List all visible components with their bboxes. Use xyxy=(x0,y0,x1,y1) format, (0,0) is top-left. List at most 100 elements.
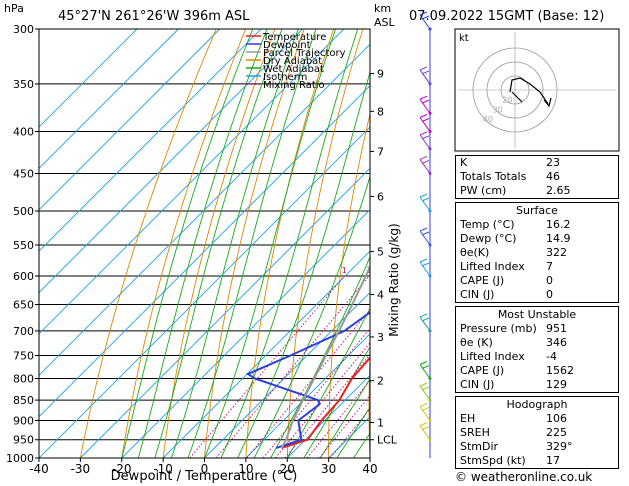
dry-adiabat-line xyxy=(286,29,364,458)
wind-barb-flag xyxy=(421,135,430,140)
wind-barb-staff xyxy=(419,98,431,114)
wind-barb-flag xyxy=(421,160,430,164)
wind-barb-flag xyxy=(419,361,428,365)
temperature-tick-label: 20 xyxy=(280,462,295,476)
isotherm-line xyxy=(286,374,370,458)
index-value: 346 xyxy=(546,336,567,349)
dry-adiabat-line xyxy=(204,29,305,458)
pressure-tick-label: 700 xyxy=(13,325,34,338)
mixing-ratio-line xyxy=(246,309,370,458)
legend-label: Dewpoint xyxy=(263,40,311,51)
index-row: Totals Totals 46 xyxy=(456,170,618,184)
index-row: θe (K) 346 xyxy=(456,336,618,350)
indices-panel: K 23 Totals Totals 46 PW (cm) 2.65 Surface Tem… xyxy=(455,155,619,469)
parcel-line xyxy=(280,264,370,449)
index-value: -4 xyxy=(546,350,557,363)
index-value: 17 xyxy=(546,454,560,467)
index-row: PW (cm) 2.65 xyxy=(456,184,618,198)
mixing-ratio-line xyxy=(262,327,370,458)
index-row: CAPE (J) 0 xyxy=(456,274,618,288)
wind-barb-flag xyxy=(419,382,428,387)
dry-adiabat-line xyxy=(368,349,370,458)
wet-adiabat-line xyxy=(137,29,268,458)
km-tick-label: 2 xyxy=(377,375,384,388)
surface-block: Surface Temp (°C) 16.2 Dewp (°C) 14.9 θe(K) 32… xyxy=(455,202,619,303)
hodograph-ring-label: 20 xyxy=(502,96,512,105)
index-label: CIN (J) xyxy=(460,378,495,391)
index-value: 46 xyxy=(546,170,560,183)
dry-adiabat-line xyxy=(79,29,217,458)
index-label: PW (cm) xyxy=(460,184,507,197)
km-tick-label: 6 xyxy=(377,190,384,203)
hodograph-ring-label: 30 xyxy=(493,105,503,114)
wet-adiabat-line xyxy=(303,346,370,458)
dry-adiabat-line xyxy=(620,29,629,458)
km-tick-label: LCL xyxy=(377,434,398,447)
temperature-tick-label: 40 xyxy=(362,462,377,476)
wind-barb-flag xyxy=(421,70,430,75)
x-axis-label: Dewpoint / Temperature (°C) xyxy=(111,469,298,484)
index-row: CIN (J) 129 xyxy=(456,378,618,392)
index-value: 1562 xyxy=(546,364,574,377)
pressure-tick-label: 950 xyxy=(13,434,34,447)
km-tick-label: 4 xyxy=(377,288,384,301)
index-row: Pressure (mb) 951 xyxy=(456,322,618,336)
index-label: CIN (J) xyxy=(460,288,495,301)
mixing-ratio-line xyxy=(215,275,370,458)
index-value: 0 xyxy=(546,288,553,301)
legend-label: Isotherm xyxy=(263,72,307,83)
mixing-ratio-line xyxy=(330,408,370,458)
wind-barb-staff xyxy=(419,364,431,379)
isotherm-line xyxy=(162,250,370,458)
pressure-tick-label: 600 xyxy=(13,270,34,283)
isotherm-line xyxy=(39,29,345,335)
index-row: EH 106 xyxy=(456,412,618,426)
block-title: Most Unstable xyxy=(497,308,577,321)
wind-barb-staff xyxy=(419,196,431,212)
block-title: Surface xyxy=(516,204,558,217)
profile-lines xyxy=(245,260,370,449)
wet-adiabat-line xyxy=(170,29,299,458)
wind-barb-staff xyxy=(419,69,431,85)
pressure-tick-label: 800 xyxy=(13,372,34,385)
p-unit-label: hPa xyxy=(4,2,24,15)
isotherm-line xyxy=(39,29,179,170)
wind-barb-staff xyxy=(419,159,431,174)
wind-barb-flag xyxy=(419,114,428,118)
index-label: EH xyxy=(460,412,476,425)
temperature-tick-label: 10 xyxy=(238,462,253,476)
legend-label: Dry Adiabat xyxy=(263,56,322,67)
wind-barb-staff xyxy=(419,261,431,277)
index-row: StmSpd (kt) 17 xyxy=(456,454,618,468)
index-value: 329° xyxy=(546,440,573,453)
index-label: Lifted Index xyxy=(460,260,525,273)
mixing-ratio-line xyxy=(306,379,370,458)
wind-barb-flag xyxy=(419,66,428,71)
wind-barb-staff xyxy=(419,117,431,132)
index-label: θe (K) xyxy=(460,336,493,349)
wind-barb-staff xyxy=(419,14,431,30)
isotherm-line xyxy=(39,29,221,211)
wind-barb-flag xyxy=(421,231,430,236)
index-row: Lifted Index -4 xyxy=(456,350,618,364)
km-tick-label: 9 xyxy=(377,68,384,81)
wind-barb-flag xyxy=(421,386,430,391)
pressure-tick-label: 300 xyxy=(13,23,34,36)
legend-label: Parcel Trajectory xyxy=(263,48,346,59)
pressure-tick-label: 500 xyxy=(13,205,34,218)
wind-barb-flag xyxy=(421,197,430,202)
km-unit-label: km xyxy=(374,2,391,15)
index-row: Dewp (°C) 14.9 xyxy=(456,232,618,246)
wind-barb-flag xyxy=(419,193,428,198)
wind-barb-staff xyxy=(419,316,431,332)
index-value: 0 xyxy=(546,274,553,287)
wind-barb-flag xyxy=(421,99,430,104)
temperature-line xyxy=(281,356,370,449)
index-value: 225 xyxy=(546,426,567,439)
wind-barb-flag xyxy=(421,406,430,411)
temperature-tick-label: -10 xyxy=(153,462,173,476)
index-value: 14.9 xyxy=(546,232,571,245)
index-label: θe(K) xyxy=(460,246,490,259)
